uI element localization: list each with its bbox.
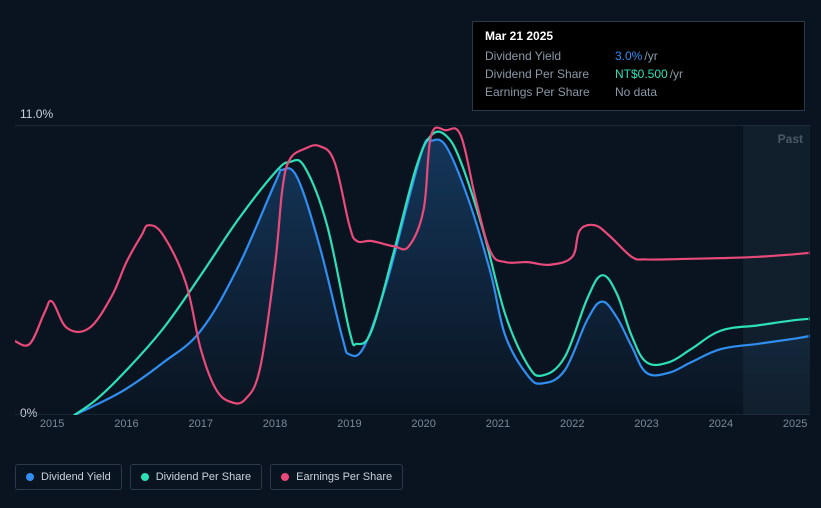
tooltip-label: Dividend Per Share [485,65,615,83]
x-axis-tick: 2025 [783,418,807,430]
chart-tooltip: Mar 21 2025 Dividend Yield3.0%/yrDividen… [472,21,805,111]
x-axis-tick: 2019 [337,418,361,430]
legend-dot-icon [26,473,34,481]
legend-item[interactable]: Dividend Per Share [130,464,262,490]
tooltip-row: Dividend Per ShareNT$0.500/yr [485,65,792,83]
legend-label: Dividend Per Share [156,471,251,483]
tooltip-row: Dividend Yield3.0%/yr [485,47,792,65]
x-axis-tick: 2015 [40,418,64,430]
tooltip-unit: /yr [670,65,683,83]
legend-dot-icon [141,473,149,481]
x-axis: 2015 2016 2017 2018 2019 2020 2021 2022 2023 2024… [15,418,810,438]
legend-dot-icon [281,473,289,481]
chart-legend: Dividend Yield Dividend Per Share Earnings… [15,464,403,490]
legend-label: Earnings Per Share [296,471,392,483]
tooltip-value: 3.0% [615,47,642,65]
legend-label: Dividend Yield [41,471,111,483]
x-axis-tick: 2023 [634,418,658,430]
x-axis-tick: 2021 [486,418,510,430]
tooltip-row: Earnings Per ShareNo data [485,83,792,101]
tooltip-label: Dividend Yield [485,47,615,65]
tooltip-value: No data [615,83,657,101]
x-axis-tick: 2024 [709,418,733,430]
legend-item[interactable]: Earnings Per Share [270,464,403,490]
tooltip-label: Earnings Per Share [485,83,615,101]
x-axis-tick: 2016 [114,418,138,430]
x-axis-tick: 2017 [188,418,212,430]
x-axis-tick: 2020 [411,418,435,430]
tooltip-unit: /yr [644,47,657,65]
x-axis-tick: 2018 [263,418,287,430]
y-axis-max-label: 11.0% [20,107,53,121]
line-chart[interactable] [15,125,810,415]
tooltip-date: Mar 21 2025 [485,29,792,43]
tooltip-value: NT$0.500 [615,65,668,83]
chart-container: 11.0% 0% Past 20152016201720182019202020… [15,100,811,460]
legend-item[interactable]: Dividend Yield [15,464,122,490]
x-axis-tick: 2022 [560,418,584,430]
